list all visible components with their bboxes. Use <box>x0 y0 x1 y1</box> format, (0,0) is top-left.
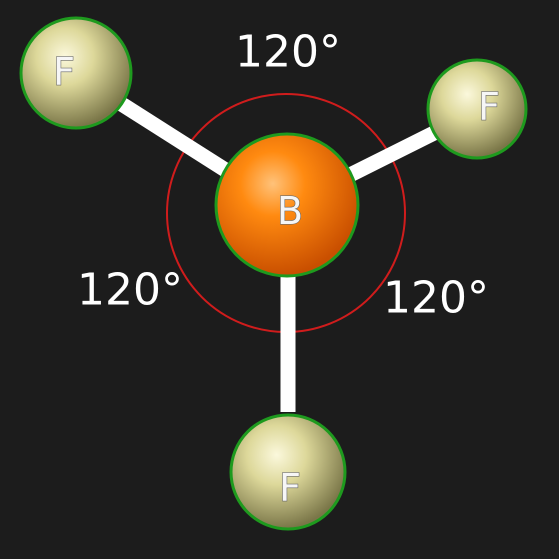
angle-label-right: 120° <box>383 273 489 324</box>
atom-b-label: B <box>277 189 303 233</box>
atom-b-central: B <box>214 132 360 278</box>
atom-f-bottom: F <box>229 413 347 531</box>
atom-f-bottom-label: F <box>279 466 301 510</box>
bond-b-f-right <box>340 121 448 185</box>
angle-label-left: 120° <box>77 265 183 316</box>
atom-f-top-left: F <box>19 16 133 130</box>
atom-f-right-label: F <box>478 85 500 129</box>
atom-f-top-left-label: F <box>53 50 75 94</box>
atom-f-right: F <box>426 58 528 160</box>
bond-b-f-top-left <box>115 96 243 185</box>
angle-label-top: 120° <box>235 27 341 78</box>
